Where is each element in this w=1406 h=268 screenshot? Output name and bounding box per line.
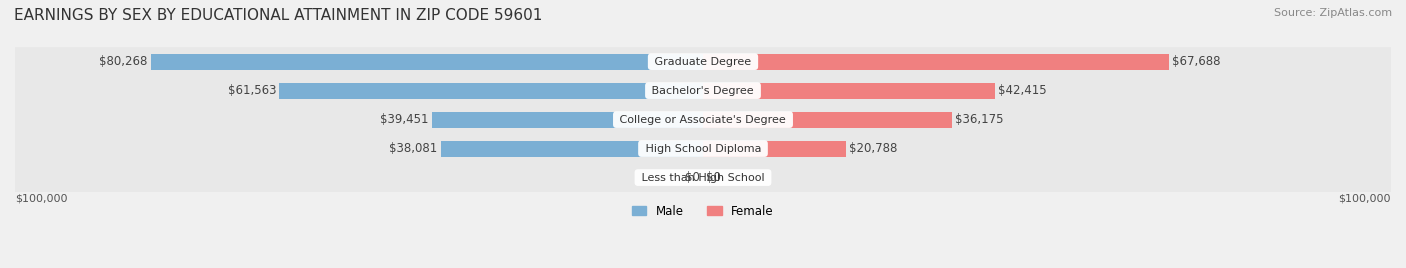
Bar: [15, 77, 1391, 104]
Bar: [703, 112, 952, 128]
Text: $100,000: $100,000: [15, 193, 67, 203]
Bar: [280, 83, 703, 99]
Bar: [15, 164, 1391, 191]
FancyBboxPatch shape: [15, 134, 1391, 163]
FancyBboxPatch shape: [15, 163, 1391, 192]
Bar: [703, 83, 995, 99]
Text: $0: $0: [706, 171, 721, 184]
Text: High School Diploma: High School Diploma: [641, 144, 765, 154]
Text: $42,415: $42,415: [998, 84, 1047, 97]
Text: $39,451: $39,451: [380, 113, 429, 126]
Text: Source: ZipAtlas.com: Source: ZipAtlas.com: [1274, 8, 1392, 18]
Bar: [15, 135, 1391, 162]
Bar: [150, 54, 703, 70]
Text: $80,268: $80,268: [98, 55, 148, 68]
Text: $0: $0: [685, 171, 700, 184]
Text: Less than High School: Less than High School: [638, 173, 768, 183]
Bar: [432, 112, 703, 128]
Text: $61,563: $61,563: [228, 84, 276, 97]
FancyBboxPatch shape: [15, 76, 1391, 105]
Text: $20,788: $20,788: [849, 142, 898, 155]
Bar: [703, 141, 846, 157]
Bar: [15, 48, 1391, 75]
Bar: [15, 106, 1391, 133]
Text: Graduate Degree: Graduate Degree: [651, 57, 755, 67]
Legend: Male, Female: Male, Female: [633, 205, 773, 218]
Text: $36,175: $36,175: [955, 113, 1004, 126]
Text: $67,688: $67,688: [1173, 55, 1220, 68]
Text: $100,000: $100,000: [1339, 193, 1391, 203]
Bar: [441, 141, 703, 157]
Text: College or Associate's Degree: College or Associate's Degree: [616, 115, 790, 125]
Text: Bachelor's Degree: Bachelor's Degree: [648, 86, 758, 96]
Text: EARNINGS BY SEX BY EDUCATIONAL ATTAINMENT IN ZIP CODE 59601: EARNINGS BY SEX BY EDUCATIONAL ATTAINMEN…: [14, 8, 543, 23]
Bar: [703, 54, 1168, 70]
FancyBboxPatch shape: [15, 105, 1391, 134]
FancyBboxPatch shape: [15, 47, 1391, 76]
Text: $38,081: $38,081: [389, 142, 437, 155]
